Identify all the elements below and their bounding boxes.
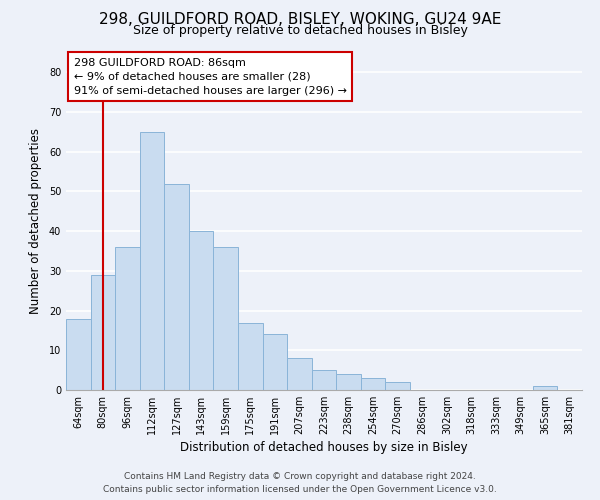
Y-axis label: Number of detached properties: Number of detached properties — [29, 128, 42, 314]
Bar — [385, 382, 410, 390]
Bar — [66, 318, 91, 390]
Bar — [287, 358, 312, 390]
Bar — [189, 231, 214, 390]
Text: Contains HM Land Registry data © Crown copyright and database right 2024.
Contai: Contains HM Land Registry data © Crown c… — [103, 472, 497, 494]
Bar — [336, 374, 361, 390]
Bar — [115, 247, 140, 390]
Bar — [164, 184, 189, 390]
Bar — [91, 275, 115, 390]
Bar — [238, 322, 263, 390]
Bar — [214, 247, 238, 390]
X-axis label: Distribution of detached houses by size in Bisley: Distribution of detached houses by size … — [180, 441, 468, 454]
Bar — [533, 386, 557, 390]
Bar — [361, 378, 385, 390]
Bar — [312, 370, 336, 390]
Text: Size of property relative to detached houses in Bisley: Size of property relative to detached ho… — [133, 24, 467, 37]
Text: 298 GUILDFORD ROAD: 86sqm
← 9% of detached houses are smaller (28)
91% of semi-d: 298 GUILDFORD ROAD: 86sqm ← 9% of detach… — [74, 58, 347, 96]
Bar — [263, 334, 287, 390]
Bar — [140, 132, 164, 390]
Text: 298, GUILDFORD ROAD, BISLEY, WOKING, GU24 9AE: 298, GUILDFORD ROAD, BISLEY, WOKING, GU2… — [99, 12, 501, 28]
